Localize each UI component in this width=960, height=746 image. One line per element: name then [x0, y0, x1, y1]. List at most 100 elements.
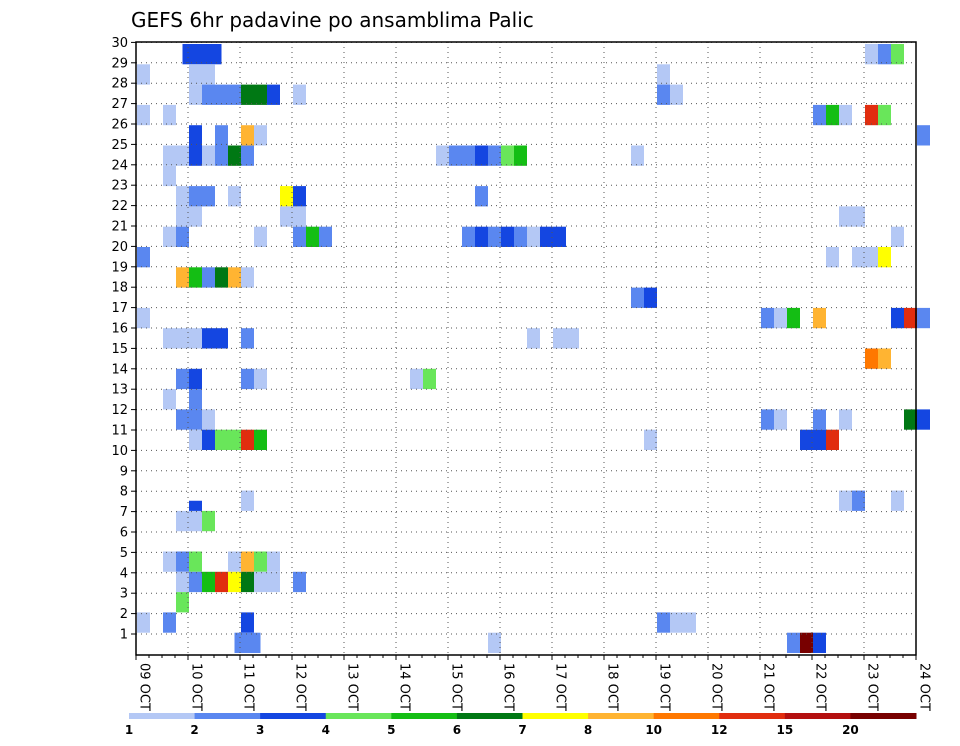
chart-title: GEFS 6hr padavine po ansamblima Palic — [131, 8, 534, 32]
data-cell — [254, 226, 267, 247]
data-cell — [436, 145, 449, 166]
data-cell — [254, 551, 267, 572]
data-cell — [293, 186, 306, 207]
data-cell — [163, 551, 176, 572]
data-cell — [267, 571, 280, 593]
colorbar-segment — [588, 713, 655, 719]
y-tick-label: 5 — [120, 546, 128, 561]
data-cell — [553, 328, 566, 349]
data-cell — [189, 145, 202, 166]
data-cell — [137, 64, 150, 85]
data-cell — [176, 551, 189, 572]
y-tick-label: 22 — [111, 199, 128, 214]
y-tick-label: 9 — [120, 464, 128, 479]
colorbar-label: 8 — [584, 723, 592, 737]
x-tick-label: 10 OCT — [189, 663, 204, 711]
data-cell — [475, 186, 488, 207]
data-cell — [280, 206, 293, 227]
data-cell — [449, 145, 462, 166]
data-cell — [228, 186, 241, 207]
data-cell — [891, 226, 904, 247]
cells-layer — [137, 44, 930, 653]
y-tick-label: 4 — [120, 566, 128, 581]
data-cell — [215, 145, 228, 166]
data-cell — [501, 145, 514, 166]
colorbar-segment — [325, 713, 392, 719]
colorbar-label: 12 — [711, 723, 728, 737]
y-tick-label: 23 — [111, 179, 128, 194]
data-cell — [839, 206, 852, 227]
data-cell — [163, 328, 176, 349]
data-cell — [215, 267, 228, 288]
data-cell — [852, 247, 865, 268]
y-tick-label: 3 — [120, 587, 128, 602]
colorbar-segment — [391, 713, 458, 719]
data-cell — [254, 571, 267, 593]
data-cell — [241, 429, 254, 450]
colorbar-segment — [784, 713, 851, 719]
y-tick-label: 12 — [111, 403, 128, 418]
data-cell — [410, 368, 423, 390]
data-cell — [176, 226, 189, 247]
colorbar-segment — [456, 713, 523, 719]
data-cell — [254, 429, 267, 450]
data-cell — [202, 267, 215, 288]
data-cell — [202, 186, 215, 207]
data-cell — [176, 368, 189, 390]
y-tick-label: 8 — [120, 485, 128, 500]
data-cell — [189, 84, 202, 105]
data-cell — [189, 551, 202, 572]
data-cell — [852, 206, 865, 227]
data-cell — [189, 409, 202, 430]
data-cell — [904, 307, 917, 329]
data-cell — [293, 84, 306, 105]
colorbar-segment — [653, 713, 720, 719]
x-tick-label: 13 OCT — [345, 663, 360, 711]
data-cell — [566, 328, 579, 349]
data-cell — [267, 551, 280, 572]
data-cell — [176, 592, 189, 613]
y-tick-label: 20 — [111, 240, 128, 255]
data-cell — [163, 145, 176, 166]
data-cell — [657, 64, 670, 85]
y-tick-label: 27 — [111, 97, 128, 112]
data-cell — [176, 409, 189, 430]
data-cell — [839, 490, 852, 511]
data-cell — [241, 328, 254, 349]
data-cell — [280, 186, 293, 207]
data-cell — [839, 409, 852, 430]
data-cell — [917, 409, 930, 430]
data-cell — [241, 551, 254, 572]
data-cell — [215, 429, 228, 450]
colorbar-label: 6 — [453, 723, 461, 737]
data-cell — [247, 632, 261, 653]
data-cell — [163, 165, 176, 187]
data-cell — [163, 389, 176, 410]
data-cell — [176, 267, 189, 288]
data-cell — [241, 612, 254, 633]
colorbar-label: 10 — [645, 723, 662, 737]
data-cell — [189, 328, 202, 349]
x-tick-label: 15 OCT — [449, 663, 464, 711]
data-cell — [189, 510, 202, 532]
colorbar-label: 20 — [842, 723, 859, 737]
colorbar-label: 5 — [387, 723, 395, 737]
data-cell — [553, 226, 566, 247]
y-tick-label: 14 — [111, 362, 128, 377]
data-cell — [137, 307, 150, 329]
colorbar-label: 1 — [125, 723, 133, 737]
y-tick-label: 18 — [111, 281, 128, 296]
data-cell — [241, 84, 254, 105]
colorbar-label: 4 — [322, 723, 330, 737]
data-cell — [891, 307, 904, 329]
data-cell — [189, 64, 202, 85]
data-cell — [241, 368, 254, 390]
data-cell — [189, 571, 202, 593]
y-tick-label: 15 — [111, 342, 128, 357]
data-cell — [267, 84, 280, 105]
x-tick-label: 21 OCT — [761, 663, 776, 711]
data-cell — [195, 44, 209, 65]
data-cell — [761, 409, 774, 430]
data-cell — [163, 612, 176, 633]
